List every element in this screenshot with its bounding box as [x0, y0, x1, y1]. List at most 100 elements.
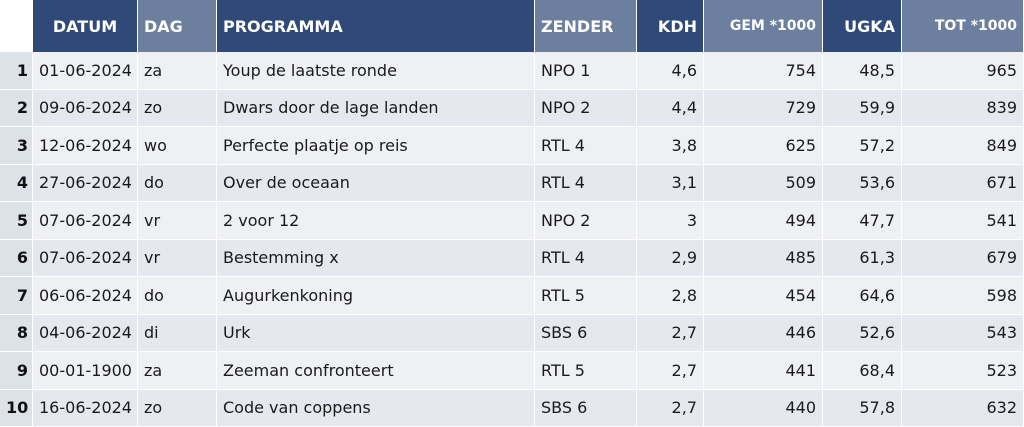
cell-datum[interactable]: 07-06-2024 — [33, 239, 138, 277]
table-row[interactable]: 9 00-01-1900 za Zeeman confronteert RTL 5 2,7… — [0, 352, 1024, 390]
cell-programma[interactable]: Urk — [217, 314, 535, 352]
cell-dag[interactable]: zo — [138, 389, 217, 427]
cell-zender[interactable]: RTL 4 — [535, 164, 637, 202]
cell-datum[interactable]: 12-06-2024 — [33, 127, 138, 165]
cell-tot[interactable]: 671 — [902, 164, 1024, 202]
cell-zender[interactable]: NPO 2 — [535, 202, 637, 240]
header-zender[interactable]: ZENDER — [535, 0, 637, 52]
row-number[interactable]: 10 — [0, 389, 33, 427]
cell-tot[interactable]: 598 — [902, 277, 1024, 315]
cell-zender[interactable]: RTL 4 — [535, 127, 637, 165]
cell-kdh[interactable]: 2,9 — [637, 239, 704, 277]
cell-ugka[interactable]: 61,3 — [823, 239, 902, 277]
cell-gem[interactable]: 625 — [704, 127, 823, 165]
row-number[interactable]: 6 — [0, 239, 33, 277]
cell-datum[interactable]: 04-06-2024 — [33, 314, 138, 352]
cell-gem[interactable]: 729 — [704, 89, 823, 127]
cell-gem[interactable]: 509 — [704, 164, 823, 202]
cell-gem[interactable]: 454 — [704, 277, 823, 315]
cell-zender[interactable]: SBS 6 — [535, 389, 637, 427]
cell-zender[interactable]: SBS 6 — [535, 314, 637, 352]
row-number[interactable]: 4 — [0, 164, 33, 202]
row-number[interactable]: 8 — [0, 314, 33, 352]
cell-dag[interactable]: vr — [138, 239, 217, 277]
cell-ugka[interactable]: 64,6 — [823, 277, 902, 315]
header-kdh[interactable]: KDH — [637, 0, 704, 52]
cell-tot[interactable]: 543 — [902, 314, 1024, 352]
cell-ugka[interactable]: 48,5 — [823, 52, 902, 90]
row-number[interactable]: 9 — [0, 352, 33, 390]
cell-gem[interactable]: 485 — [704, 239, 823, 277]
cell-programma[interactable]: Augurkenkoning — [217, 277, 535, 315]
cell-kdh[interactable]: 3 — [637, 202, 704, 240]
table-row[interactable]: 8 04-06-2024 di Urk SBS 6 2,7 446 52,6 543 — [0, 314, 1024, 352]
cell-kdh[interactable]: 3,8 — [637, 127, 704, 165]
header-programma[interactable]: PROGRAMMA — [217, 0, 535, 52]
cell-tot[interactable]: 839 — [902, 89, 1024, 127]
table-row[interactable]: 5 07-06-2024 vr 2 voor 12 NPO 2 3 494 47,7 541 — [0, 202, 1024, 240]
cell-dag[interactable]: vr — [138, 202, 217, 240]
cell-gem[interactable]: 754 — [704, 52, 823, 90]
cell-kdh[interactable]: 2,7 — [637, 352, 704, 390]
table-row[interactable]: 10 16-06-2024 zo Code van coppens SBS 6 2,7 44… — [0, 389, 1024, 427]
cell-kdh[interactable]: 4,6 — [637, 52, 704, 90]
cell-tot[interactable]: 849 — [902, 127, 1024, 165]
row-number[interactable]: 3 — [0, 127, 33, 165]
cell-datum[interactable]: 01-06-2024 — [33, 52, 138, 90]
table-row[interactable]: 2 09-06-2024 zo Dwars door de lage landen NP… — [0, 89, 1024, 127]
cell-dag[interactable]: za — [138, 52, 217, 90]
table-row[interactable]: 4 27-06-2024 do Over de oceaan RTL 4 3,1 509 53… — [0, 164, 1024, 202]
cell-programma[interactable]: Over de oceaan — [217, 164, 535, 202]
row-number[interactable]: 7 — [0, 277, 33, 315]
cell-tot[interactable]: 632 — [902, 389, 1024, 427]
cell-gem[interactable]: 446 — [704, 314, 823, 352]
cell-kdh[interactable]: 3,1 — [637, 164, 704, 202]
cell-kdh[interactable]: 2,8 — [637, 277, 704, 315]
cell-tot[interactable]: 965 — [902, 52, 1024, 90]
cell-tot[interactable]: 541 — [902, 202, 1024, 240]
cell-datum[interactable]: 16-06-2024 — [33, 389, 138, 427]
cell-zender[interactable]: NPO 2 — [535, 89, 637, 127]
cell-zender[interactable]: RTL 5 — [535, 352, 637, 390]
cell-gem[interactable]: 440 — [704, 389, 823, 427]
header-datum[interactable]: DATUM — [33, 0, 138, 52]
cell-dag[interactable]: zo — [138, 89, 217, 127]
table-row[interactable]: 6 07-06-2024 vr Bestemming x RTL 4 2,9 485 61,3… — [0, 239, 1024, 277]
cell-dag[interactable]: do — [138, 277, 217, 315]
cell-zender[interactable]: NPO 1 — [535, 52, 637, 90]
cell-zender[interactable]: RTL 5 — [535, 277, 637, 315]
cell-datum[interactable]: 27-06-2024 — [33, 164, 138, 202]
cell-tot[interactable]: 523 — [902, 352, 1024, 390]
table-row[interactable]: 3 12-06-2024 wo Perfecte plaatje op reis RTL… — [0, 127, 1024, 165]
cell-gem[interactable]: 494 — [704, 202, 823, 240]
cell-dag[interactable]: za — [138, 352, 217, 390]
header-ugka[interactable]: UGKA — [823, 0, 902, 52]
header-dag[interactable]: DAG — [138, 0, 217, 52]
cell-dag[interactable]: di — [138, 314, 217, 352]
header-gem[interactable]: GEM *1000 — [704, 0, 823, 52]
cell-programma[interactable]: Perfecte plaatje op reis — [217, 127, 535, 165]
cell-datum[interactable]: 06-06-2024 — [33, 277, 138, 315]
cell-programma[interactable]: Bestemming x — [217, 239, 535, 277]
cell-kdh[interactable]: 2,7 — [637, 389, 704, 427]
cell-datum[interactable]: 09-06-2024 — [33, 89, 138, 127]
row-number[interactable]: 5 — [0, 202, 33, 240]
cell-programma[interactable]: Zeeman confronteert — [217, 352, 535, 390]
cell-ugka[interactable]: 52,6 — [823, 314, 902, 352]
table-row[interactable]: 7 06-06-2024 do Augurkenkoning RTL 5 2,8 454 64… — [0, 277, 1024, 315]
row-number[interactable]: 2 — [0, 89, 33, 127]
header-tot[interactable]: TOT *1000 — [902, 0, 1024, 52]
cell-gem[interactable]: 441 — [704, 352, 823, 390]
cell-programma[interactable]: Dwars door de lage landen — [217, 89, 535, 127]
cell-tot[interactable]: 679 — [902, 239, 1024, 277]
cell-programma[interactable]: Code van coppens — [217, 389, 535, 427]
cell-ugka[interactable]: 59,9 — [823, 89, 902, 127]
cell-programma[interactable]: 2 voor 12 — [217, 202, 535, 240]
cell-zender[interactable]: RTL 4 — [535, 239, 637, 277]
cell-datum[interactable]: 07-06-2024 — [33, 202, 138, 240]
cell-datum[interactable]: 00-01-1900 — [33, 352, 138, 390]
cell-ugka[interactable]: 68,4 — [823, 352, 902, 390]
cell-dag[interactable]: do — [138, 164, 217, 202]
cell-ugka[interactable]: 47,7 — [823, 202, 902, 240]
